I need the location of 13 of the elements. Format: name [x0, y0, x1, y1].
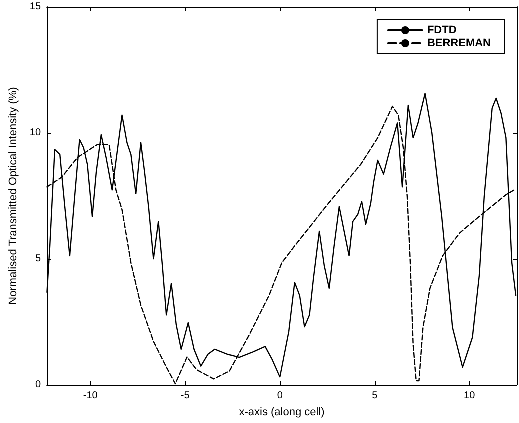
- y-tick-label: 0: [35, 380, 42, 390]
- y-tick-label: 5: [35, 254, 42, 264]
- x-tick-label: -10: [83, 390, 98, 402]
- x-tick-label: -5: [180, 390, 190, 402]
- y-axis-title: Normalised Transmitted Optical Intensity (%): [8, 87, 20, 305]
- x-tick-label: 0: [277, 390, 284, 402]
- legend-label: BERREMAN: [427, 38, 492, 50]
- y-tick-label: 10: [30, 128, 42, 138]
- x-tick-label: 10: [464, 390, 476, 402]
- y-tick-label: 15: [30, 2, 42, 12]
- legend-label: FDTD: [427, 24, 457, 36]
- x-tick-label: 5: [372, 390, 378, 402]
- x-axis-title: x-axis (along cell): [239, 406, 325, 418]
